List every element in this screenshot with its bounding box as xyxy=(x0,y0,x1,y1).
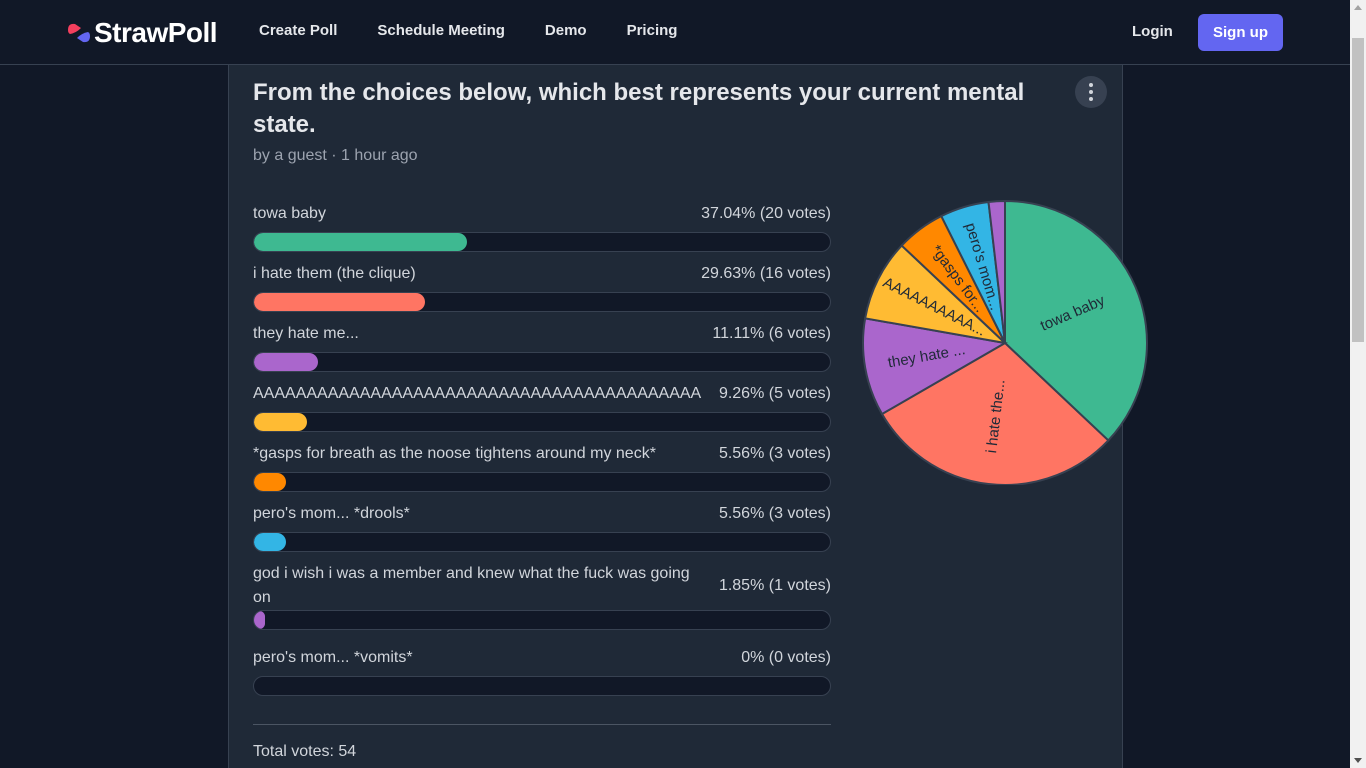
result-row-header: pero's mom... *drools* 5.56% (3 votes) xyxy=(253,502,831,526)
poll-meta: by a guest · 1 hour ago xyxy=(253,147,418,164)
result-row-header: pero's mom... *vomits* 0% (0 votes) xyxy=(253,646,831,670)
poll-title: From the choices below, which best repre… xyxy=(253,79,1025,138)
pie-slice[interactable] xyxy=(863,244,1009,345)
top-navigation-bar: StrawPoll Create Poll Schedule Meeting D… xyxy=(0,0,1350,65)
option-result: 37.04% (20 votes) xyxy=(701,205,831,222)
progress-track xyxy=(253,232,831,252)
page-scrollbar[interactable] xyxy=(1350,0,1366,768)
option-label: *gasps for breath as the noose tightens … xyxy=(253,445,656,462)
main-nav: Create Poll Schedule Meeting Demo Pricin… xyxy=(259,22,717,39)
option-result: 5.56% (3 votes) xyxy=(718,445,831,462)
option-result: 1.85% (1 votes) xyxy=(718,577,831,594)
option-label: AAAAAAAAAAAAAAAAAAAAAAAAAAAAAAAAAAAAAAAA… xyxy=(253,385,702,402)
result-row-header: towa baby 37.04% (20 votes) xyxy=(253,202,831,226)
pie-slice[interactable] xyxy=(1004,199,1148,442)
progress-track xyxy=(253,412,831,432)
divider xyxy=(253,724,831,725)
pie-slice[interactable] xyxy=(987,199,1006,344)
nav-demo[interactable]: Demo xyxy=(544,22,587,39)
option-result: 0% (0 votes) xyxy=(741,649,831,666)
progress-track xyxy=(253,610,831,630)
poll-results-card: From the choices below, which best repre… xyxy=(228,65,1148,768)
progress-fill xyxy=(254,233,468,251)
option-label: god i wish i was a member and knew what … xyxy=(253,565,690,606)
result-row: they hate me... 11.11% (6 votes) xyxy=(253,322,831,372)
more-dot-icon xyxy=(1089,90,1093,94)
progress-fill xyxy=(254,413,308,431)
result-row: i hate them (the clique) 29.63% (16 votes… xyxy=(253,262,831,312)
result-row-header: i hate them (the clique) 29.63% (16 votes… xyxy=(253,262,831,286)
signup-button[interactable]: Sign up xyxy=(1198,14,1283,51)
more-dot-icon xyxy=(1089,97,1093,101)
progress-fill xyxy=(254,611,265,629)
result-row: AAAAAAAAAAAAAAAAAAAAAAAAAAAAAAAAAAAAAAAA… xyxy=(253,382,831,432)
progress-fill xyxy=(254,473,287,491)
progress-track xyxy=(253,472,831,492)
result-row-header: AAAAAAAAAAAAAAAAAAAAAAAAAAAAAAAAAAAAAAAA… xyxy=(253,382,831,406)
option-label: they hate me... xyxy=(253,325,359,342)
result-row: god i wish i was a member and knew what … xyxy=(253,562,831,630)
option-label: towa baby xyxy=(253,205,326,222)
result-row-header: god i wish i was a member and knew what … xyxy=(253,562,831,610)
nav-pricing[interactable]: Pricing xyxy=(626,22,678,39)
option-result: 5.56% (3 votes) xyxy=(718,505,831,522)
progress-fill xyxy=(254,353,318,371)
result-row: pero's mom... *vomits* 0% (0 votes) xyxy=(253,646,831,696)
strawpoll-logo-icon xyxy=(68,23,90,43)
scroll-down-arrow-icon[interactable] xyxy=(1354,758,1362,763)
progress-fill xyxy=(254,533,287,551)
login-link[interactable]: Login xyxy=(1132,23,1173,40)
scroll-up-arrow-icon[interactable] xyxy=(1354,5,1362,10)
scrollbar-thumb[interactable] xyxy=(1352,38,1364,342)
strawpoll-logo[interactable]: StrawPoll xyxy=(66,16,218,50)
more-options-button[interactable] xyxy=(1075,76,1107,108)
pie-slice[interactable] xyxy=(862,317,1008,416)
option-result: 29.63% (16 votes) xyxy=(701,265,831,282)
nav-schedule-meeting[interactable]: Schedule Meeting xyxy=(377,22,505,39)
progress-fill xyxy=(254,293,425,311)
result-row: pero's mom... *drools* 5.56% (3 votes) xyxy=(253,502,831,552)
result-row: *gasps for breath as the noose tightens … xyxy=(253,442,831,492)
option-label: i hate them (the clique) xyxy=(253,265,416,282)
nav-create-poll[interactable]: Create Poll xyxy=(259,22,338,39)
more-dot-icon xyxy=(1089,83,1093,87)
progress-track xyxy=(253,676,831,696)
brand-name: StrawPoll xyxy=(94,17,218,48)
progress-track xyxy=(253,352,831,372)
pie-slice[interactable] xyxy=(880,341,1110,485)
progress-track xyxy=(253,292,831,312)
result-row: towa baby 37.04% (20 votes) xyxy=(253,202,831,252)
option-label: pero's mom... *vomits* xyxy=(253,649,413,666)
result-row-header: they hate me... 11.11% (6 votes) xyxy=(253,322,831,346)
option-result: 11.11% (6 votes) xyxy=(712,325,831,342)
total-votes: Total votes: 54 xyxy=(253,743,357,760)
result-row-header: *gasps for breath as the noose tightens … xyxy=(253,442,831,466)
progress-track xyxy=(253,532,831,552)
option-result: 9.26% (5 votes) xyxy=(718,385,831,402)
option-label: pero's mom... *drools* xyxy=(253,505,410,522)
